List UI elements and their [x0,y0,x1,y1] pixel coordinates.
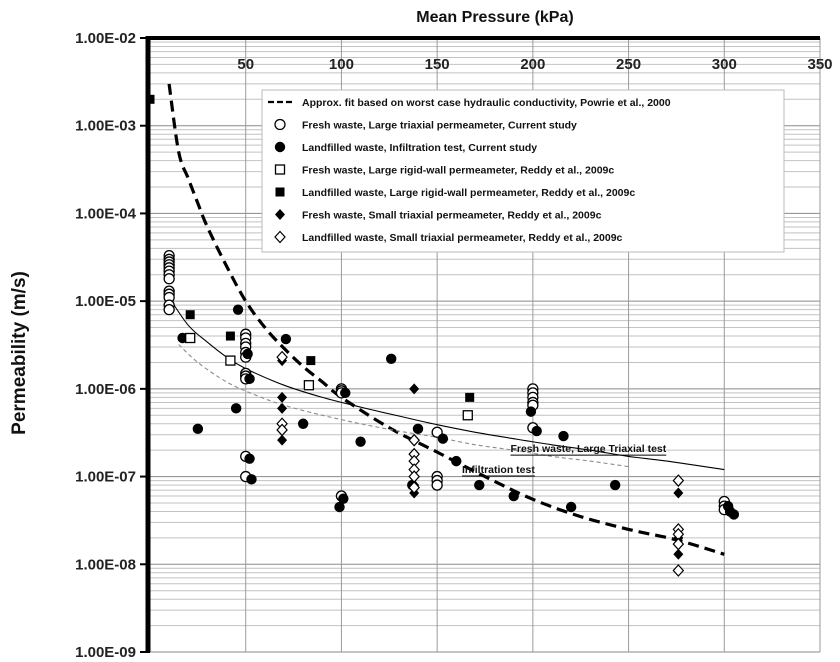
fit-lines [167,83,725,556]
open-diamond-marker [672,537,685,551]
filled-circle-marker [355,436,366,447]
filled-circle-marker [230,403,242,414]
filled-circle-marker [244,453,255,464]
open-diamond-marker [408,433,420,447]
series-open-square [185,332,473,421]
series-filled-circle [177,304,740,520]
filled-circle-marker [531,425,542,437]
filled-diamond-marker [673,487,684,499]
filled-diamond-marker [673,548,684,560]
open-diamond-marker [672,564,685,577]
y-tick-label: 1.00E-09 [75,644,136,661]
open-square-marker [274,164,286,175]
open-diamond-marker [276,350,288,364]
filled-circle-marker [609,479,621,491]
open-square-marker [225,355,236,366]
open-diamond-marker [672,474,685,487]
legend-entry-label: Landfilled waste, Infiltration test, Cur… [302,142,537,154]
filled-circle-marker [280,333,292,345]
legend-box [261,89,785,253]
filled-diamond-marker [409,383,420,395]
powrie-fit-line [167,83,725,556]
filled-circle-marker [242,348,253,360]
x-tick-label: 100 [329,56,354,73]
filled-circle-marker [437,433,449,444]
open-diamond-marker [276,423,288,437]
y-tick-label: 1.00E-04 [75,205,137,222]
filled-circle-marker [412,423,424,435]
filled-square-marker [185,310,195,320]
filled-circle-marker [297,418,309,429]
filled-circle-marker [244,373,255,385]
filled-diamond-marker [277,391,288,403]
legend-entry-label: Fresh waste, Large rigid-wall permeamete… [302,165,614,177]
annotation-label: Fresh waste, Large Triaxial test [510,443,666,455]
axes: 50 100 150 200 250 300 350 1.00E-09 1.00E-08 1.00… [9,9,833,661]
x-axis-title: Mean Pressure (kPa) [416,9,573,26]
filled-square-marker [225,331,235,341]
y-axis-title: Permeability (m/s) [9,271,30,435]
filled-circle-marker [565,501,577,513]
y-tick-label: 1.00E-07 [75,469,136,486]
filled-circle-marker [474,479,485,491]
open-circle-marker [274,118,286,131]
filled-circle-marker [525,406,537,417]
y-tick-label: 1.00E-05 [75,293,136,310]
filled-square-marker [306,356,316,366]
filled-circle-marker [508,490,519,502]
x-tick-label: 150 [425,56,450,73]
fresh-waste-fit-line [168,297,725,471]
x-tick-label: 300 [712,56,737,73]
filled-circle-marker [246,474,257,485]
infiltration-fit-line [178,344,629,468]
y-tick-label: 1.00E-03 [75,118,136,135]
legend-entry-label: Fresh waste, Large triaxial permeameter,… [302,120,577,132]
filled-circle-marker [386,353,397,365]
series-open-diamond [276,350,685,577]
filled-circle-marker [451,455,462,467]
filled-diamond-marker [277,434,288,446]
open-diamond-marker [408,481,420,494]
open-diamond-marker [274,230,286,244]
filled-square-marker [275,187,285,197]
legend-entry-label: Fresh waste, Small triaxial permeameter,… [302,210,602,222]
filled-circle-marker [340,387,351,399]
open-circle-marker [431,479,443,491]
open-square-marker [303,380,315,391]
open-square-marker [462,410,473,421]
filled-circle-marker [232,304,244,315]
data-markers [145,94,740,577]
x-tick-label: 50 [237,56,254,73]
y-tick-label: 1.00E-08 [75,556,136,573]
open-circle-marker [163,273,175,285]
filled-circle-marker [338,493,349,504]
filled-square-marker [465,392,475,402]
legend-entry-label: Approx. fit based on worst case hydrauli… [302,97,671,109]
annotation-label: Infiltration test [462,464,535,476]
x-tick-label: 200 [520,56,545,73]
filled-circle-marker [558,430,569,442]
annotations: Fresh waste, Large Triaxial test Infiltra… [462,443,667,477]
y-tick-label: 1.00E-02 [75,30,136,47]
filled-circle-marker [334,501,345,513]
filled-diamond-marker [275,209,285,220]
x-tick-label: 250 [616,56,641,73]
filled-circle-marker [274,141,286,153]
open-square-marker [185,332,196,344]
open-circle-marker [163,303,175,316]
filled-circle-marker [192,423,204,435]
legend-entry-label: Landfilled waste, Small triaxial permeam… [302,232,623,244]
legend: Approx. fit based on worst case hydrauli… [261,89,785,253]
filled-diamond-marker [277,402,288,414]
legend-entry-label: Landfilled waste, Large rigid-wall perme… [302,187,635,199]
x-tick-label: 350 [807,56,832,73]
y-tick-label: 1.00E-06 [75,381,136,398]
filled-circle-marker [728,509,740,520]
